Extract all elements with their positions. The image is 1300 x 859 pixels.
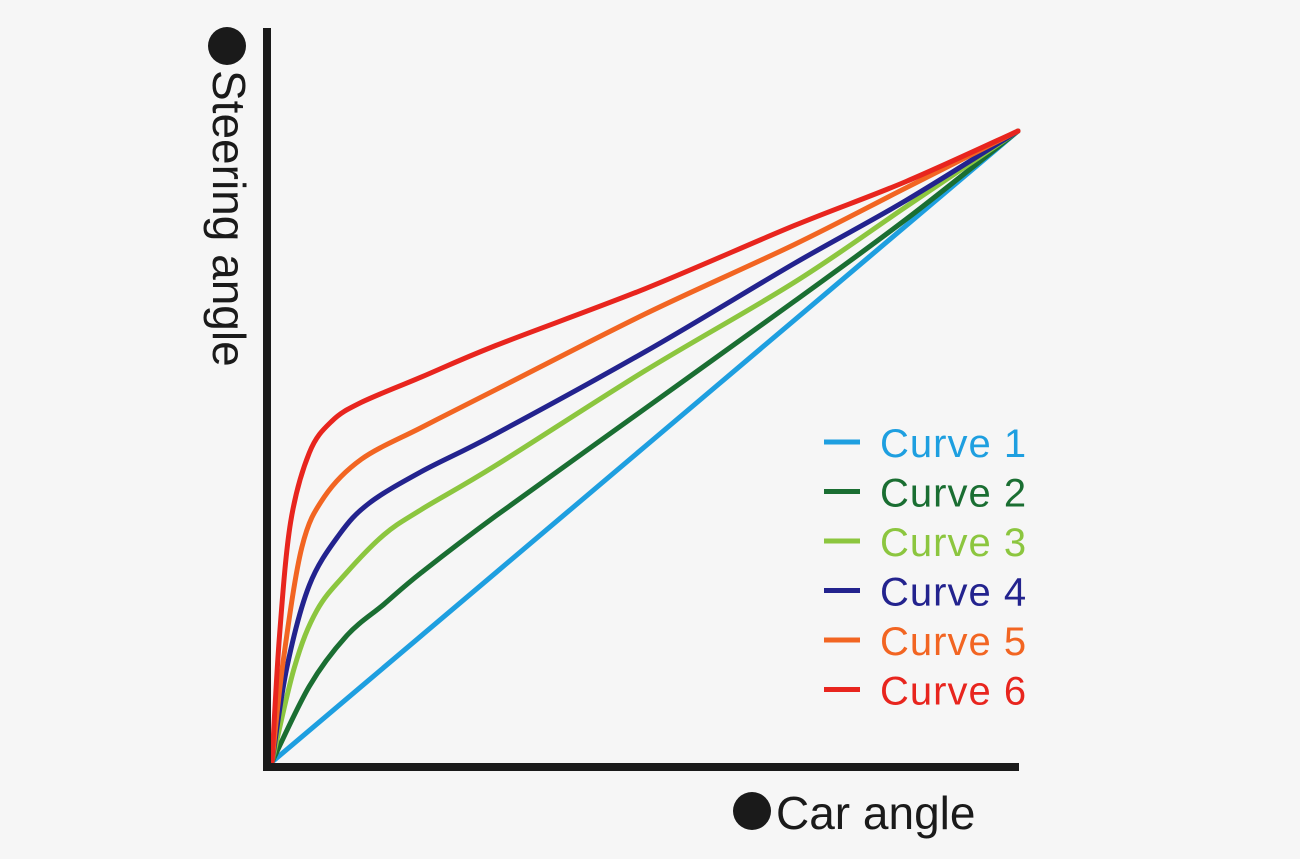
x-axis-marker [733, 792, 771, 830]
y-axis-marker [208, 27, 246, 65]
legend-label-4: Curve 4 [880, 571, 1027, 615]
legend-item-1: Curve 1 [824, 422, 1027, 466]
series-line-2 [269, 128, 1021, 765]
series-line-6 [269, 128, 1021, 765]
plot-lines [269, 128, 1021, 765]
series-line-5 [269, 128, 1021, 765]
series-line-1 [269, 128, 1021, 765]
legend-label-5: Curve 5 [880, 620, 1027, 664]
x-axis-label: Car angle [733, 787, 975, 839]
legend-item-4: Curve 4 [824, 571, 1027, 615]
y-axis-title: Steering angle [203, 70, 255, 367]
series-line-3 [269, 128, 1021, 765]
legend-item-2: Curve 2 [824, 472, 1027, 516]
legend-item-3: Curve 3 [824, 521, 1027, 565]
legend-item-6: Curve 6 [824, 670, 1027, 714]
legend-label-2: Curve 2 [880, 472, 1027, 516]
legend-label-6: Curve 6 [880, 670, 1027, 714]
x-axis-title: Car angle [776, 787, 975, 839]
legend-label-1: Curve 1 [880, 422, 1027, 466]
legend-label-3: Curve 3 [880, 521, 1027, 565]
legend: Curve 1 Curve 2 Curve 3 Curve 4 Curve 5 Curve… [824, 422, 1027, 714]
y-axis-label: Steering angle [203, 27, 255, 367]
series-line-4 [269, 128, 1021, 765]
legend-item-5: Curve 5 [824, 620, 1027, 664]
